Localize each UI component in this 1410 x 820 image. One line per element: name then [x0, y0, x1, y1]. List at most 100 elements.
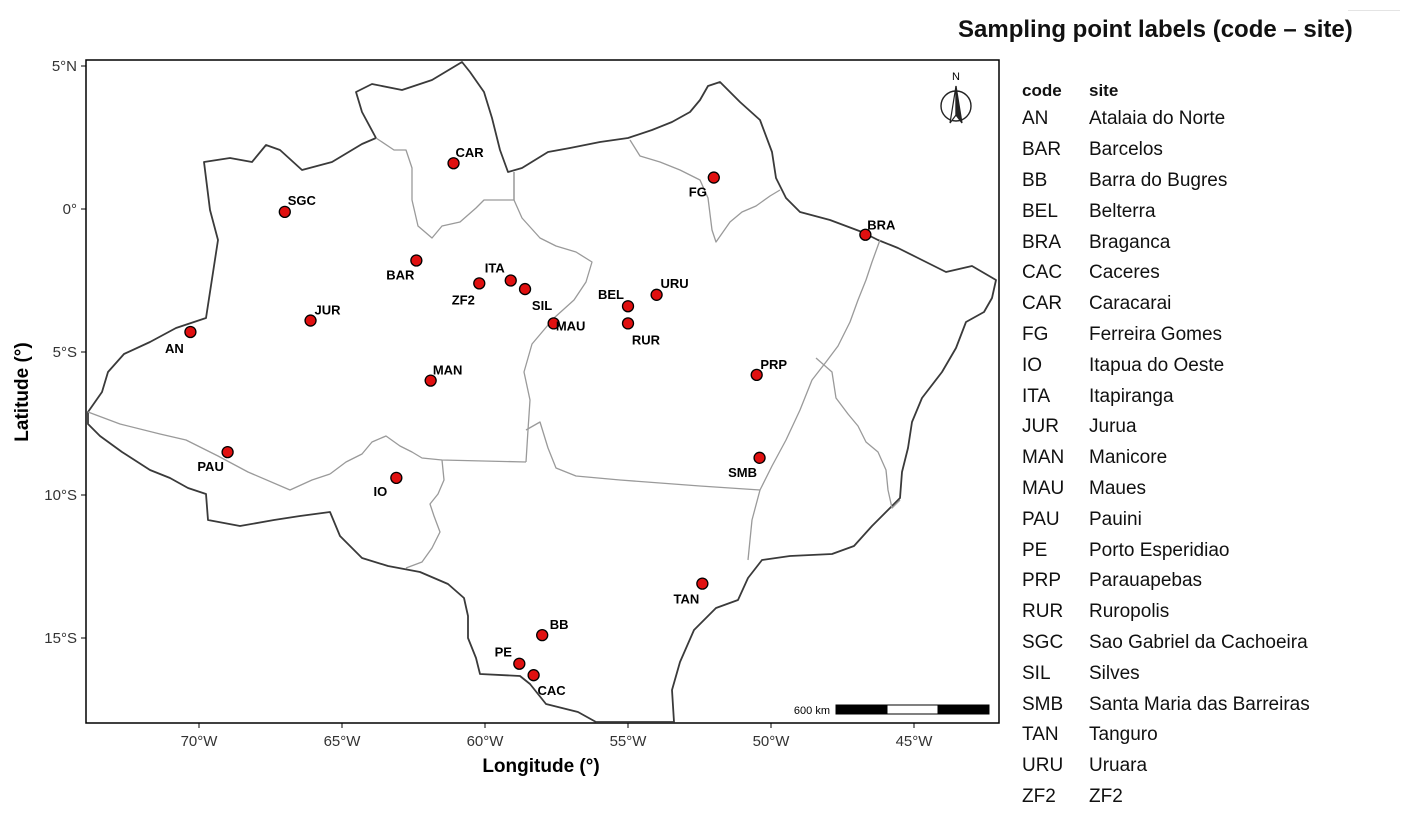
legend-code: AN — [1022, 108, 1049, 130]
sampling-point-pau — [221, 445, 234, 459]
sampling-point-label: CAR — [455, 145, 484, 160]
sampling-point-label: MAU — [556, 318, 586, 333]
legend-code: ZF2 — [1022, 785, 1056, 807]
legend-site: Itapua do Oeste — [1089, 354, 1225, 376]
sampling-point-fg — [707, 171, 720, 184]
legend-code: PRP — [1022, 570, 1062, 592]
legend-header-site: site — [1089, 81, 1119, 100]
legend-site: Ferreira Gomes — [1089, 323, 1223, 345]
legend-row: TAN Tanguro — [1022, 720, 1310, 751]
legend-site: Belterra — [1089, 200, 1156, 222]
sampling-point-an — [184, 325, 197, 339]
legend-code: JUR — [1022, 416, 1059, 438]
legend-row: BAR Barcelos — [1022, 135, 1310, 166]
sampling-point-car — [447, 157, 460, 170]
sampling-point-label: BRA — [867, 218, 896, 233]
x-axis-title: Longitude (°) — [482, 756, 599, 777]
legend-row: ZF2 ZF2 — [1022, 782, 1310, 813]
legend-row: ITA Itapiranga — [1022, 381, 1310, 412]
legend-row: PAU Pauini — [1022, 504, 1310, 535]
legend-code: IO — [1022, 354, 1043, 376]
legend-code: BB — [1022, 169, 1048, 191]
sampling-point-zf2 — [473, 277, 486, 290]
legend-site: Porto Esperidiao — [1089, 539, 1230, 561]
legend-site: Sao Gabriel da Cachoeira — [1089, 631, 1308, 653]
legend-site: Manicore — [1089, 447, 1168, 469]
state-borders — [87, 137, 901, 569]
legend-site: Jurua — [1089, 416, 1137, 438]
legend-code: SMB — [1022, 693, 1064, 715]
sampling-point-cac — [527, 669, 540, 682]
legend-site: Itapiranga — [1089, 385, 1174, 407]
legend-header-row: code site — [1022, 78, 1310, 104]
sampling-point-label: BB — [550, 617, 569, 632]
sampling-point-label: URU — [661, 276, 689, 291]
legend-row: BRA Braganca — [1022, 227, 1310, 258]
y-tick-label: 0° — [63, 201, 77, 218]
legend-row: FG Ferreira Gomes — [1022, 320, 1310, 351]
north-arrow: N — [940, 71, 972, 124]
x-tick-label: 55°W — [610, 733, 648, 750]
x-tick-label: 45°W — [896, 733, 934, 750]
legend-code: MAN — [1022, 447, 1065, 469]
legend-site: Ruropolis — [1089, 601, 1170, 623]
legend-code: BAR — [1022, 139, 1062, 161]
sampling-point-label: PRP — [760, 357, 787, 372]
legend-code: SGC — [1022, 631, 1064, 653]
sampling-point-sil — [518, 282, 532, 296]
legend-row: SGC Sao Gabriel da Cachoeira — [1022, 628, 1310, 659]
legend-code: URU — [1022, 755, 1064, 777]
legend-title: Sampling point labels (code – site) — [958, 16, 1353, 43]
legend-rows: AN Atalaia do Norte BAR Barcelos BB Barra do … — [1022, 104, 1310, 812]
legend-site: Barcelos — [1089, 139, 1163, 161]
legend-site: Maues — [1089, 477, 1147, 499]
legend-row: CAC Caceres — [1022, 258, 1310, 289]
legend-code: BEL — [1022, 200, 1058, 222]
sampling-point-label: PE — [495, 645, 513, 660]
legend-divider — [1348, 10, 1400, 11]
legend-row: URU Uruara — [1022, 751, 1310, 782]
sampling-point-label: SGC — [288, 193, 317, 208]
legend-row: BEL Belterra — [1022, 196, 1310, 227]
legend-code: TAN — [1022, 724, 1059, 746]
sampling-point-mau — [547, 317, 560, 330]
x-tick-label: 50°W — [753, 733, 791, 750]
legend-row: PE Porto Esperidiao — [1022, 535, 1310, 566]
x-axis-ticks: 70°W 65°W 60°W 55°W 50°W 45°W — [181, 723, 934, 750]
legend-site: Braganca — [1089, 231, 1171, 253]
legend-table: code site AN Atalaia do Norte BAR Barcelos B… — [1022, 78, 1310, 812]
legend-header-code: code — [1022, 81, 1062, 100]
legend-site: Atalaia do Norte — [1089, 108, 1226, 130]
legend-site: Santa Maria das Barreiras — [1089, 693, 1310, 715]
x-tick-label: 70°W — [181, 733, 219, 750]
sampling-point-label: BAR — [386, 267, 415, 282]
sampling-point-bb — [536, 628, 549, 642]
sampling-point-label: TAN — [673, 592, 699, 607]
sampling-point-label: IO — [373, 484, 387, 499]
legend-code: CAC — [1022, 262, 1063, 284]
scale-bar-segment-1 — [835, 704, 888, 715]
legend-row: MAN Manicore — [1022, 443, 1310, 474]
sampling-point-label: CAC — [538, 683, 567, 698]
legend-code: FG — [1022, 323, 1049, 345]
x-tick-label: 60°W — [467, 733, 505, 750]
legend-site: Silves — [1089, 662, 1140, 684]
legend-row: AN Atalaia do Norte — [1022, 104, 1310, 135]
legend-code: SIL — [1022, 662, 1051, 684]
sampling-point-smb — [753, 451, 766, 464]
sampling-point-label: JUR — [315, 303, 342, 318]
sampling-point-uru — [650, 288, 663, 301]
legend-row: IO Itapua do Oeste — [1022, 350, 1310, 381]
sampling-point-label: AN — [165, 341, 184, 356]
sampling-points: AN BAR BB BEL BRA CAC CAR FG IO ITA JUR MAN MAU PAU PE… — [165, 145, 896, 698]
scale-bar-segment-2 — [886, 704, 939, 715]
sampling-point-label: PAU — [197, 459, 223, 474]
legend-row: RUR Ruropolis — [1022, 597, 1310, 628]
scale-bar-segment-3 — [937, 704, 990, 715]
sampling-point-bar — [410, 254, 423, 267]
legal-amazon-outline — [87, 61, 997, 723]
sampling-point-pe — [513, 657, 526, 670]
north-arrow-right-half — [955, 85, 963, 124]
legend-code: PAU — [1022, 508, 1060, 530]
legend-code: ITA — [1022, 385, 1051, 407]
